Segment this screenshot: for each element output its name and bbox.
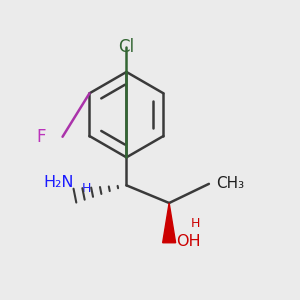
Text: H: H <box>191 217 200 230</box>
Polygon shape <box>163 203 176 243</box>
Text: OH: OH <box>176 234 201 249</box>
Text: H₂N: H₂N <box>43 175 74 190</box>
Text: H: H <box>82 182 92 195</box>
Text: F: F <box>37 128 46 146</box>
Text: Cl: Cl <box>118 38 134 56</box>
Text: CH₃: CH₃ <box>216 176 244 191</box>
